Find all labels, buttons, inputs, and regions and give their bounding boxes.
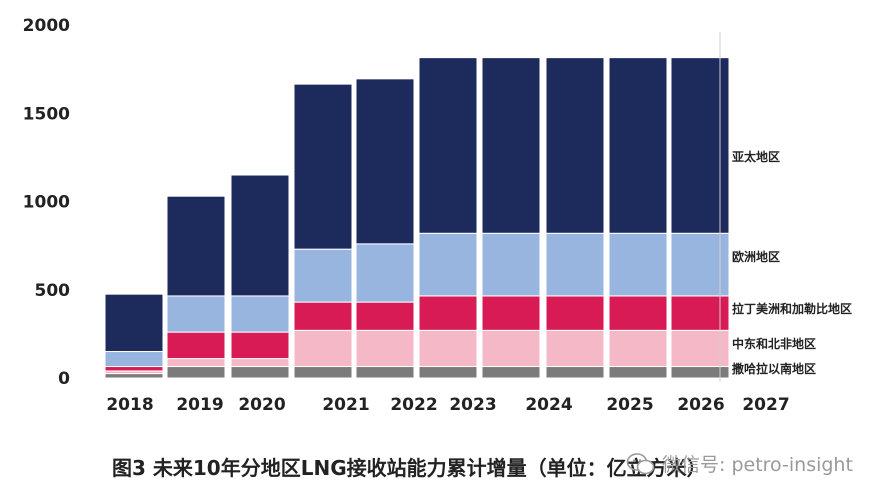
bar-segment [418,366,478,379]
x-axis-ticks: 2018 2019 2020 2021 2022 2023 2024 2025 2026 2027 [106,395,789,415]
bar-segment [104,373,164,379]
x-tick-label: 2027 [742,395,789,415]
bar-segment [481,329,541,368]
bar-segment [418,232,478,297]
bar-segment [104,293,164,353]
bar-segment [166,331,226,360]
watermark-text: 微信号: petro-insight [662,454,853,476]
wechat-icon [626,452,655,474]
bar-segment [670,232,730,297]
watermark: 微信号: petro-insight [626,450,853,477]
bar-segment [293,366,353,379]
bar-segment [230,295,290,333]
bar-segment [166,358,226,368]
bar-segment [545,232,605,297]
bar-segment [355,366,415,379]
legend-label: 亚太地区 [732,149,780,164]
bar-segment [608,366,668,379]
y-axis-ticks: 0 500 1000 1500 2000 [23,16,70,389]
bar-segment [545,329,605,368]
bar-segment [481,232,541,297]
bar-segment [355,78,415,245]
bar-segment [608,232,668,297]
bar-segment [355,301,415,331]
legend-label: 中东和北非地区 [732,336,816,351]
x-tick-label: 2026 [677,395,724,415]
bar-segment [104,366,164,372]
bar-segment [418,57,478,234]
y-tick-label: 0 [58,369,70,389]
bars [104,57,730,379]
bar-segment [608,57,668,234]
bar-segment [230,366,290,379]
x-tick-label: 2021 [322,395,369,415]
bar-segment [166,366,226,379]
bar-segment [418,329,478,368]
bar-segment [670,57,730,234]
x-tick-label: 2019 [176,395,223,415]
bar-segment [104,351,164,368]
x-tick-label: 2025 [606,395,653,415]
bar-segment [166,295,226,333]
bar-segment [293,248,353,303]
bar-segment [545,366,605,379]
bar-segment [230,174,290,297]
x-tick-label: 2020 [238,395,285,415]
bar-segment [355,329,415,368]
x-tick-label: 2024 [525,395,572,415]
legend-label: 拉丁美洲和加勒比地区 [732,301,852,316]
bar-segment [293,83,353,250]
stacked-bar-chart: 0 500 1000 1500 2000 2018 2019 2020 2021 2022 202… [23,16,852,415]
y-tick-label: 1000 [23,193,70,213]
bar-segment [608,295,668,331]
y-tick-label: 1500 [23,104,70,124]
legend-label: 撒哈拉以南地区 [732,361,816,376]
bar-segment [293,329,353,368]
bar-segment [481,366,541,379]
bar-segment [355,243,415,303]
bar-segment [545,57,605,234]
bar-segment [481,295,541,331]
y-tick-label: 2000 [23,16,70,36]
bar-segment [608,329,668,368]
x-tick-label: 2018 [106,395,153,415]
bar-segment [230,358,290,368]
bar-segment [670,295,730,331]
bar-segment [481,57,541,234]
bar-segment [545,295,605,331]
bar-segment [293,301,353,331]
y-tick-label: 500 [35,281,71,301]
bar-segment [230,331,290,360]
x-tick-label: 2023 [449,395,496,415]
chart-caption: 图3 未来10年分地区LNG接收站能力累计增量（单位：亿立方米） [112,456,707,480]
bar-segment [418,295,478,331]
legend-label: 欧洲地区 [732,249,780,264]
bar-segment [166,195,226,297]
x-tick-label: 2022 [390,395,437,415]
bar-segment [670,329,730,368]
